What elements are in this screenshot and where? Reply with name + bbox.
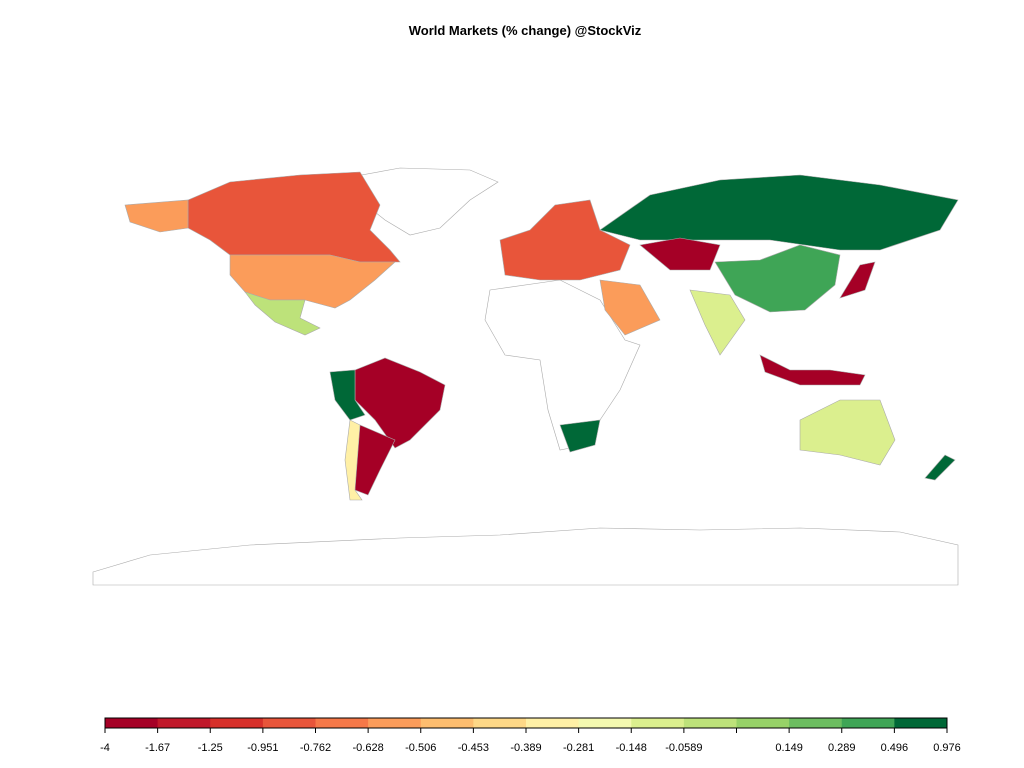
legend-swatch	[526, 718, 580, 728]
new-zealand	[924, 454, 956, 481]
australia	[799, 399, 896, 466]
chile	[344, 419, 363, 501]
legend-swatch	[262, 718, 316, 728]
south-africa	[559, 419, 601, 453]
legend-swatch	[420, 718, 474, 728]
russia	[599, 174, 959, 251]
indonesia	[759, 354, 866, 386]
middle-east	[599, 279, 661, 336]
usa	[229, 254, 396, 309]
legend-tick-label: 0.976	[933, 742, 961, 754]
legend-swatch	[841, 718, 895, 728]
legend-tick-label: -0.506	[405, 742, 436, 754]
legend-tick-label: 0.149	[775, 742, 803, 754]
legend-tick-label: -0.762	[300, 742, 331, 754]
mexico	[244, 291, 321, 336]
peru	[329, 369, 366, 421]
alaska	[124, 199, 189, 233]
brazil	[354, 357, 446, 449]
europe	[499, 199, 631, 281]
legend-tick-label: -0.0589	[665, 742, 702, 754]
canada	[187, 171, 401, 263]
legend-swatch	[894, 718, 948, 728]
legend-swatch	[683, 718, 737, 728]
legend-tick-label: -1.67	[145, 742, 170, 754]
india	[689, 289, 746, 356]
china	[714, 244, 841, 313]
legend-tick-label: -0.628	[353, 742, 384, 754]
legend-swatch	[368, 718, 422, 728]
legend: -4 -1.67 -1.25 -0.951 -0.762 -0.628 -0.506 -0.4…	[100, 717, 961, 754]
legend-swatch	[631, 718, 685, 728]
legend-swatch	[473, 718, 527, 728]
title: World Markets (% change) @StockViz	[409, 23, 642, 38]
legend-tick-label: -0.281	[563, 742, 594, 754]
legend-swatch	[789, 718, 843, 728]
legend-tick-label: 0.496	[881, 742, 909, 754]
legend-tick-label: -0.389	[510, 742, 541, 754]
legend-tick-label: -0.453	[458, 742, 489, 754]
legend-swatch	[105, 718, 159, 728]
legend-swatch	[315, 718, 369, 728]
world-map	[92, 167, 959, 586]
legend-swatch	[736, 718, 790, 728]
antarctica	[92, 527, 959, 586]
legend-tick-label: -4	[100, 742, 110, 754]
legend-swatch	[578, 718, 632, 728]
kazakhstan	[639, 237, 721, 271]
legend-tick-label: -0.951	[247, 742, 278, 754]
legend-tick-label: 0.289	[828, 742, 856, 754]
legend-swatch	[210, 718, 264, 728]
japan	[839, 261, 876, 299]
legend-tick-label: -1.25	[198, 742, 223, 754]
legend-tick-label: -0.148	[616, 742, 647, 754]
legend-swatch	[157, 718, 211, 728]
